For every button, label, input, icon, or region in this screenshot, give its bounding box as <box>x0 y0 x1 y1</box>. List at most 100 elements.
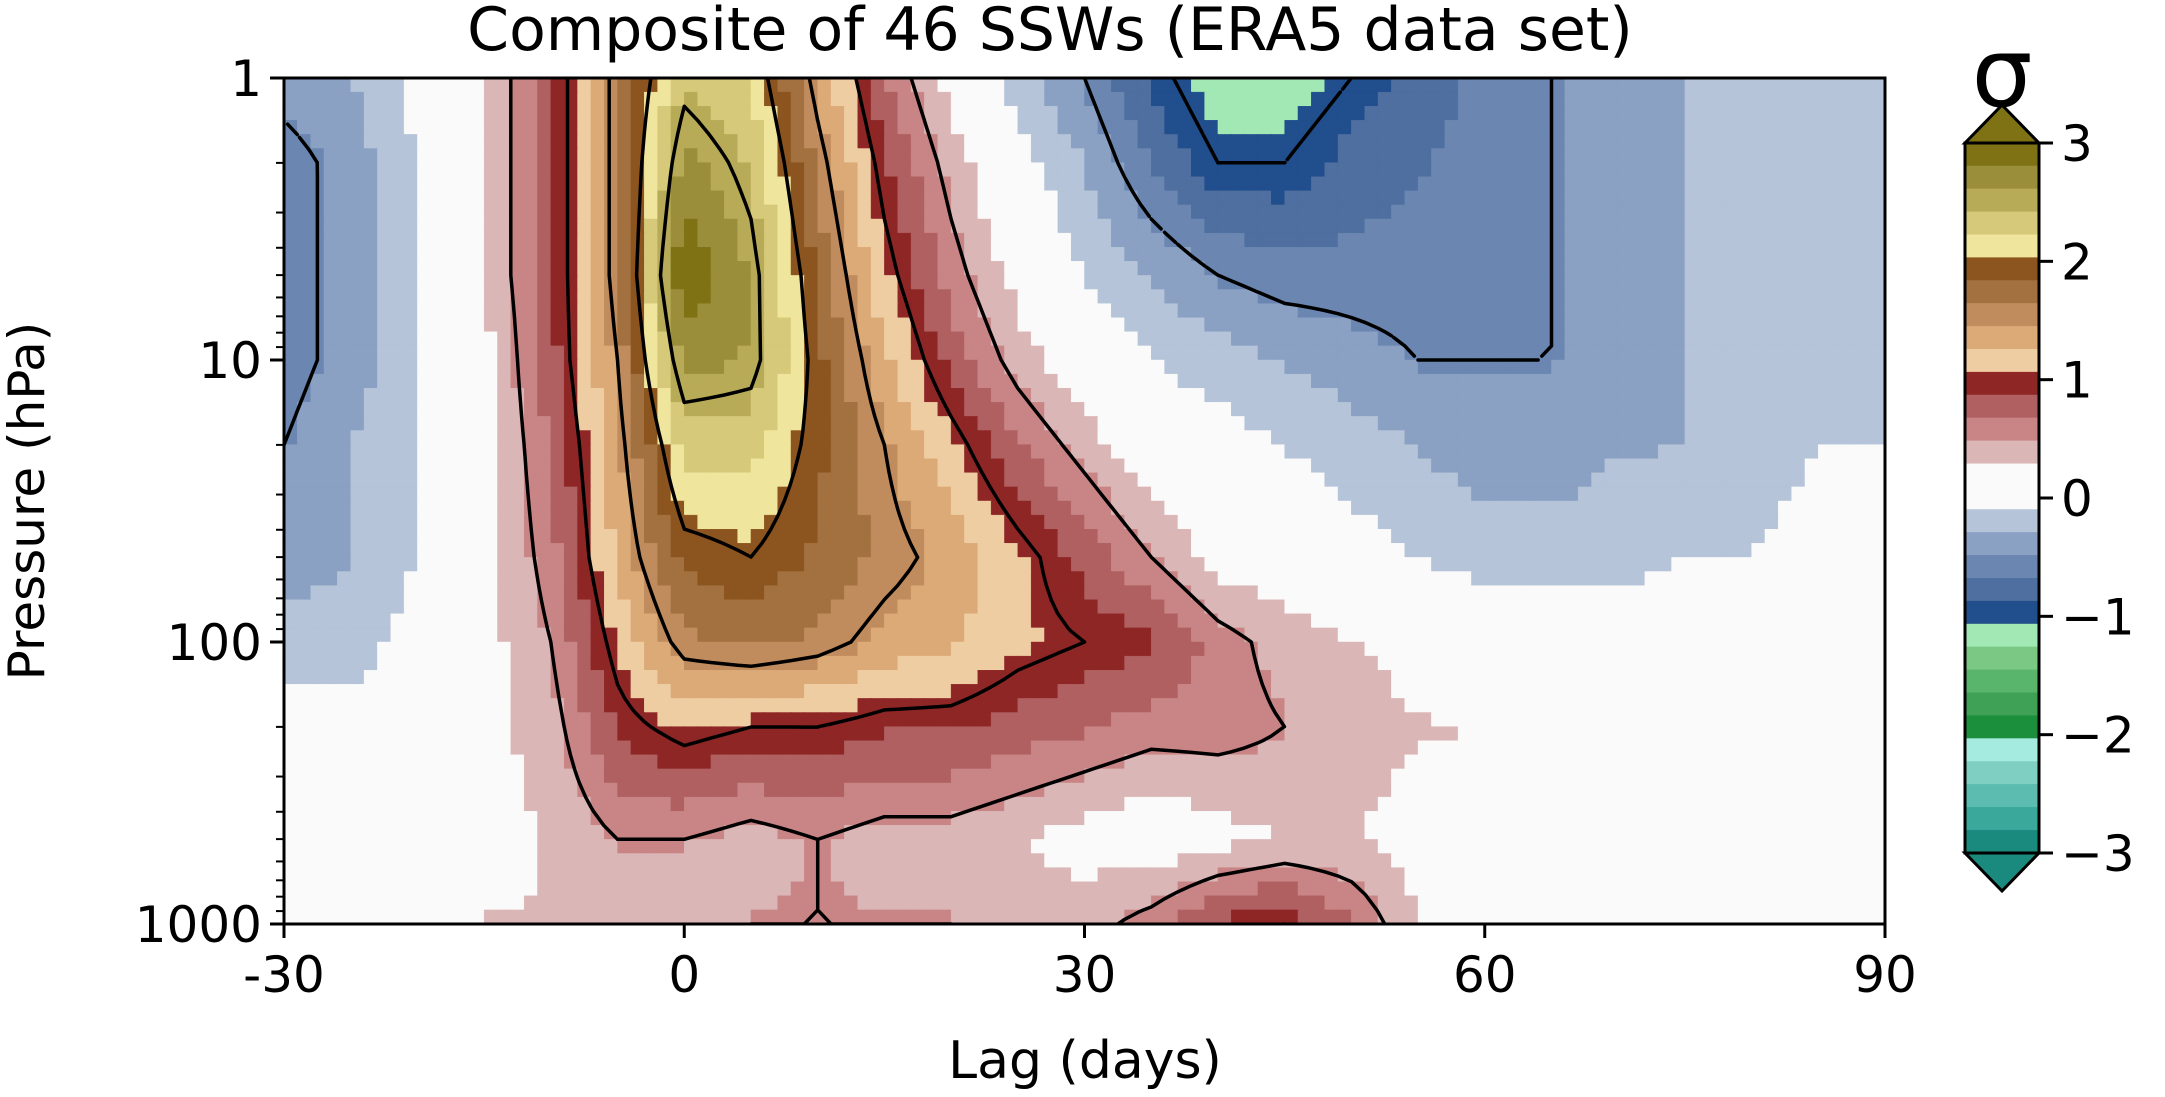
heatmap-cell <box>1804 486 1820 502</box>
heatmap-cell <box>1444 388 1459 404</box>
heatmap-cell <box>1844 599 1860 615</box>
heatmap-cell <box>1551 261 1566 277</box>
heatmap-cell <box>1591 246 1606 263</box>
heatmap-cell <box>1364 430 1379 446</box>
heatmap-cell <box>1097 613 1112 629</box>
heatmap-cell <box>1417 402 1433 418</box>
heatmap-cell <box>1564 430 1579 446</box>
heatmap-cell <box>1244 571 1259 587</box>
heatmap-cell <box>870 275 886 291</box>
heatmap-cell <box>1671 529 1686 545</box>
heatmap-cell <box>630 458 646 474</box>
heatmap-cell <box>1324 402 1339 418</box>
heatmap-cell <box>1751 303 1766 319</box>
heatmap-cell <box>1164 204 1179 220</box>
heatmap-cell <box>457 557 472 573</box>
heatmap-cell <box>1124 289 1139 305</box>
heatmap-cell <box>1030 331 1046 347</box>
heatmap-cell <box>1204 514 1219 530</box>
heatmap-cell <box>1137 232 1153 249</box>
heatmap-cell <box>737 571 752 587</box>
heatmap-cell <box>1217 655 1233 671</box>
heatmap-cell <box>950 514 966 530</box>
heatmap-cell <box>857 655 872 671</box>
heatmap-cell <box>950 148 966 164</box>
heatmap-cell <box>844 388 859 404</box>
heatmap-cell <box>804 232 819 249</box>
heatmap-cell <box>350 571 365 587</box>
heatmap-cell <box>470 585 485 601</box>
heatmap-cell <box>590 373 605 390</box>
heatmap-cell <box>1657 627 1673 643</box>
heatmap-cell <box>537 134 552 150</box>
heatmap-cell <box>697 500 712 516</box>
heatmap-cell <box>990 529 1006 545</box>
heatmap-cell <box>1644 261 1659 277</box>
heatmap-cell <box>1097 599 1112 615</box>
heatmap-cell <box>390 218 405 234</box>
heatmap-cell <box>657 655 672 671</box>
heatmap-cell <box>1537 543 1553 559</box>
heatmap-cell <box>1484 543 1499 559</box>
heatmap-cell <box>403 78 419 93</box>
heatmap-cell <box>1070 317 1086 333</box>
heatmap-cell <box>390 444 405 460</box>
heatmap-cell <box>470 599 485 615</box>
heatmap-cell <box>1644 91 1659 107</box>
heatmap-cell <box>590 416 605 432</box>
heatmap-cell <box>1391 486 1406 502</box>
heatmap-cell <box>1177 190 1193 206</box>
heatmap-cell <box>1804 246 1820 263</box>
heatmap-cell <box>1231 190 1246 206</box>
heatmap-cell <box>1151 613 1166 629</box>
heatmap-cell <box>1671 599 1686 615</box>
heatmap-cell <box>710 275 726 291</box>
heatmap-cell <box>1858 204 1873 220</box>
heatmap-cell <box>443 585 459 601</box>
heatmap-cell <box>430 486 445 502</box>
heatmap-cell <box>1404 190 1419 206</box>
heatmap-cell <box>1244 500 1259 516</box>
heatmap-cell <box>1431 599 1446 615</box>
heatmap-cell <box>617 261 632 277</box>
heatmap-cell <box>1351 120 1366 136</box>
heatmap-cell <box>1831 430 1846 446</box>
heatmap-cell <box>884 120 899 136</box>
heatmap-cell <box>644 204 659 220</box>
heatmap-cell <box>684 571 699 587</box>
heatmap-cell <box>1431 373 1446 390</box>
heatmap-cell <box>870 91 886 107</box>
heatmap-cell <box>1231 218 1246 234</box>
heatmap-cell <box>1284 78 1299 93</box>
heatmap-cell <box>697 486 712 502</box>
heatmap-cell <box>1164 543 1179 559</box>
heatmap-cell <box>604 416 619 432</box>
heatmap-cell <box>1391 543 1406 559</box>
heatmap-cell <box>1431 613 1446 629</box>
heatmap-cell <box>297 190 312 206</box>
heatmap-cell <box>964 190 979 206</box>
heatmap-cell <box>1391 261 1406 277</box>
heatmap-cell <box>1284 613 1299 629</box>
heatmap-cell <box>1711 613 1726 629</box>
heatmap-cell <box>1177 557 1193 573</box>
heatmap-cell <box>1084 289 1099 305</box>
heatmap-cell <box>1657 571 1673 587</box>
heatmap-cell <box>483 246 499 263</box>
heatmap-cell <box>1164 500 1179 516</box>
heatmap-cell <box>737 91 752 107</box>
heatmap-cell <box>1524 91 1539 107</box>
heatmap-cell <box>1511 317 1526 333</box>
heatmap-cell <box>1271 627 1286 643</box>
heatmap-cell <box>1151 317 1166 333</box>
heatmap-cell <box>817 218 832 234</box>
heatmap-cell <box>1551 585 1566 601</box>
heatmap-cell <box>1284 430 1299 446</box>
heatmap-cell <box>1377 500 1393 516</box>
heatmap-cell <box>1644 359 1659 375</box>
heatmap-cell <box>1591 232 1606 249</box>
heatmap-cell <box>1551 444 1566 460</box>
heatmap-cell <box>1684 627 1700 643</box>
heatmap-cell <box>1351 402 1366 418</box>
heatmap-cell <box>1137 275 1153 291</box>
